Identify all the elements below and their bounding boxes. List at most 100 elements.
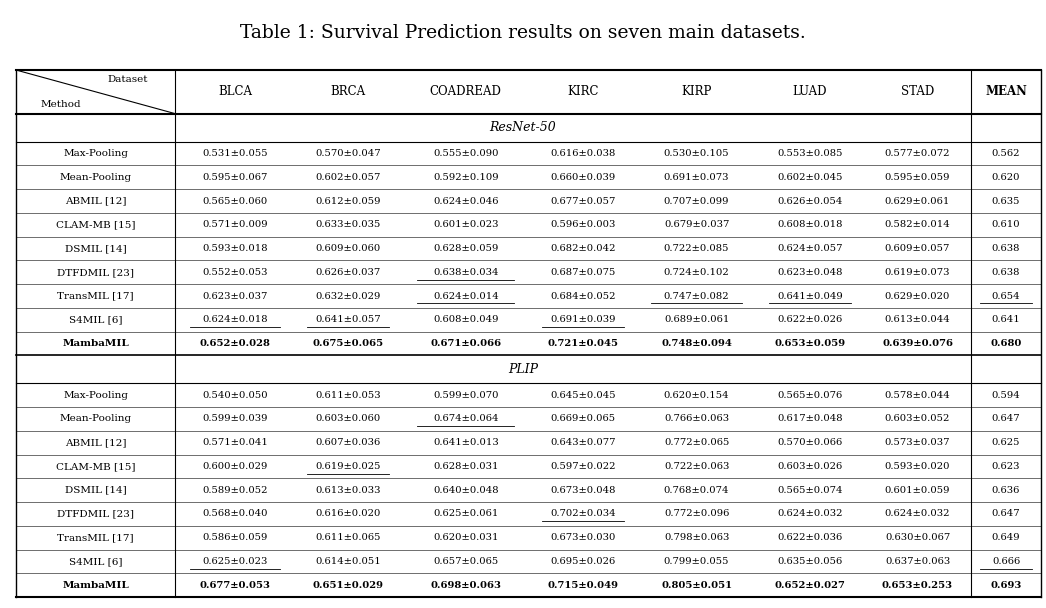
Text: 0.595±0.059: 0.595±0.059 xyxy=(885,173,951,182)
Text: 0.799±0.055: 0.799±0.055 xyxy=(664,557,729,566)
Text: 0.555±0.090: 0.555±0.090 xyxy=(433,149,499,158)
Text: KIRC: KIRC xyxy=(567,85,599,98)
Text: ABMIL [12]: ABMIL [12] xyxy=(65,438,127,447)
Text: 0.638±0.034: 0.638±0.034 xyxy=(433,268,499,277)
Text: ABMIL [12]: ABMIL [12] xyxy=(65,196,127,206)
Text: 0.577±0.072: 0.577±0.072 xyxy=(885,149,951,158)
Text: 0.674±0.064: 0.674±0.064 xyxy=(433,415,499,423)
Text: 0.654: 0.654 xyxy=(992,291,1021,300)
Text: 0.562: 0.562 xyxy=(992,149,1020,158)
Text: 0.652±0.028: 0.652±0.028 xyxy=(200,339,270,348)
Text: 0.702±0.034: 0.702±0.034 xyxy=(550,510,616,519)
Text: 0.616±0.020: 0.616±0.020 xyxy=(316,510,381,519)
Text: 0.625±0.023: 0.625±0.023 xyxy=(202,557,268,566)
Text: 0.614±0.051: 0.614±0.051 xyxy=(316,557,381,566)
Text: 0.624±0.032: 0.624±0.032 xyxy=(885,510,951,519)
Text: ResNet-50: ResNet-50 xyxy=(490,121,556,134)
Text: 0.624±0.018: 0.624±0.018 xyxy=(202,316,268,324)
Text: 0.647: 0.647 xyxy=(992,510,1021,519)
Text: STAD: STAD xyxy=(901,85,934,98)
Text: 0.645±0.045: 0.645±0.045 xyxy=(550,391,616,399)
Text: 0.593±0.018: 0.593±0.018 xyxy=(202,244,268,253)
Text: 0.596±0.003: 0.596±0.003 xyxy=(550,220,616,229)
Text: Max-Pooling: Max-Pooling xyxy=(63,149,128,158)
Text: 0.565±0.060: 0.565±0.060 xyxy=(202,196,268,206)
Text: 0.633±0.035: 0.633±0.035 xyxy=(316,220,381,229)
Text: 0.624±0.032: 0.624±0.032 xyxy=(777,510,843,519)
Text: 0.653±0.059: 0.653±0.059 xyxy=(774,339,845,348)
Text: 0.607±0.036: 0.607±0.036 xyxy=(316,438,381,447)
Text: 0.721±0.045: 0.721±0.045 xyxy=(548,339,618,348)
Text: 0.623: 0.623 xyxy=(992,462,1020,471)
Text: 0.620: 0.620 xyxy=(992,173,1020,182)
Text: 0.635: 0.635 xyxy=(992,196,1020,206)
Text: 0.628±0.059: 0.628±0.059 xyxy=(433,244,499,253)
Text: DTFDMIL [23]: DTFDMIL [23] xyxy=(58,510,134,519)
Text: 0.565±0.074: 0.565±0.074 xyxy=(777,486,843,495)
Text: 0.613±0.033: 0.613±0.033 xyxy=(316,486,381,495)
Text: 0.624±0.057: 0.624±0.057 xyxy=(777,244,843,253)
Text: 0.679±0.037: 0.679±0.037 xyxy=(664,220,729,229)
Text: 0.675±0.065: 0.675±0.065 xyxy=(313,339,384,348)
Text: 0.619±0.025: 0.619±0.025 xyxy=(316,462,381,471)
Text: 0.599±0.070: 0.599±0.070 xyxy=(433,391,499,399)
Text: 0.610: 0.610 xyxy=(992,220,1021,229)
Text: LUAD: LUAD xyxy=(793,85,827,98)
Text: Method: Method xyxy=(40,100,81,109)
Text: 0.707±0.099: 0.707±0.099 xyxy=(664,196,729,206)
Text: BRCA: BRCA xyxy=(331,85,366,98)
Text: MambaMIL: MambaMIL xyxy=(62,581,129,590)
Text: 0.616±0.038: 0.616±0.038 xyxy=(550,149,616,158)
Text: 0.637±0.063: 0.637±0.063 xyxy=(885,557,950,566)
Text: 0.677±0.053: 0.677±0.053 xyxy=(200,581,271,590)
Text: 0.622±0.036: 0.622±0.036 xyxy=(777,533,843,542)
Text: 0.748±0.094: 0.748±0.094 xyxy=(661,339,732,348)
Text: 0.638: 0.638 xyxy=(992,244,1020,253)
Text: 0.613±0.044: 0.613±0.044 xyxy=(885,316,951,324)
Text: COADREAD: COADREAD xyxy=(430,85,502,98)
Text: 0.620±0.031: 0.620±0.031 xyxy=(433,533,499,542)
Text: 0.603±0.060: 0.603±0.060 xyxy=(316,415,381,423)
Text: 0.639±0.076: 0.639±0.076 xyxy=(882,339,953,348)
Text: 0.805±0.051: 0.805±0.051 xyxy=(661,581,732,590)
Text: 0.660±0.039: 0.660±0.039 xyxy=(550,173,616,182)
Text: 0.540±0.050: 0.540±0.050 xyxy=(202,391,268,399)
Text: 0.630±0.067: 0.630±0.067 xyxy=(885,533,950,542)
Text: 0.652±0.027: 0.652±0.027 xyxy=(774,581,845,590)
Text: 0.582±0.014: 0.582±0.014 xyxy=(885,220,951,229)
Text: 0.641±0.057: 0.641±0.057 xyxy=(316,316,381,324)
Text: 0.669±0.065: 0.669±0.065 xyxy=(550,415,616,423)
Text: 0.649: 0.649 xyxy=(992,533,1021,542)
Text: 0.640±0.048: 0.640±0.048 xyxy=(433,486,499,495)
Text: 0.565±0.076: 0.565±0.076 xyxy=(777,391,843,399)
Text: 0.635±0.056: 0.635±0.056 xyxy=(777,557,843,566)
Text: 0.673±0.030: 0.673±0.030 xyxy=(550,533,616,542)
Text: 0.611±0.053: 0.611±0.053 xyxy=(316,391,381,399)
Text: 0.715±0.049: 0.715±0.049 xyxy=(548,581,618,590)
Text: TransMIL [17]: TransMIL [17] xyxy=(58,533,134,542)
Text: 0.553±0.085: 0.553±0.085 xyxy=(777,149,843,158)
Text: 0.601±0.059: 0.601±0.059 xyxy=(885,486,951,495)
Text: 0.624±0.046: 0.624±0.046 xyxy=(433,196,499,206)
Text: DTFDMIL [23]: DTFDMIL [23] xyxy=(58,268,134,277)
Text: 0.568±0.040: 0.568±0.040 xyxy=(202,510,268,519)
Text: 0.671±0.066: 0.671±0.066 xyxy=(430,339,501,348)
Text: 0.619±0.073: 0.619±0.073 xyxy=(885,268,951,277)
Text: 0.687±0.075: 0.687±0.075 xyxy=(550,268,616,277)
Text: 0.722±0.085: 0.722±0.085 xyxy=(664,244,729,253)
Text: 0.586±0.059: 0.586±0.059 xyxy=(202,533,268,542)
Text: Mean-Pooling: Mean-Pooling xyxy=(60,173,132,182)
Text: 0.625: 0.625 xyxy=(992,438,1020,447)
Text: 0.632±0.029: 0.632±0.029 xyxy=(316,291,381,300)
Text: 0.638: 0.638 xyxy=(992,268,1020,277)
Text: 0.570±0.066: 0.570±0.066 xyxy=(777,438,843,447)
Text: 0.552±0.053: 0.552±0.053 xyxy=(202,268,268,277)
Text: 0.623±0.048: 0.623±0.048 xyxy=(777,268,843,277)
Text: 0.597±0.022: 0.597±0.022 xyxy=(550,462,616,471)
Text: 0.673±0.048: 0.673±0.048 xyxy=(550,486,616,495)
Text: 0.611±0.065: 0.611±0.065 xyxy=(316,533,381,542)
Text: MambaMIL: MambaMIL xyxy=(62,339,129,348)
Text: 0.609±0.057: 0.609±0.057 xyxy=(885,244,950,253)
Text: Dataset: Dataset xyxy=(107,75,147,84)
Text: 0.623±0.037: 0.623±0.037 xyxy=(202,291,268,300)
